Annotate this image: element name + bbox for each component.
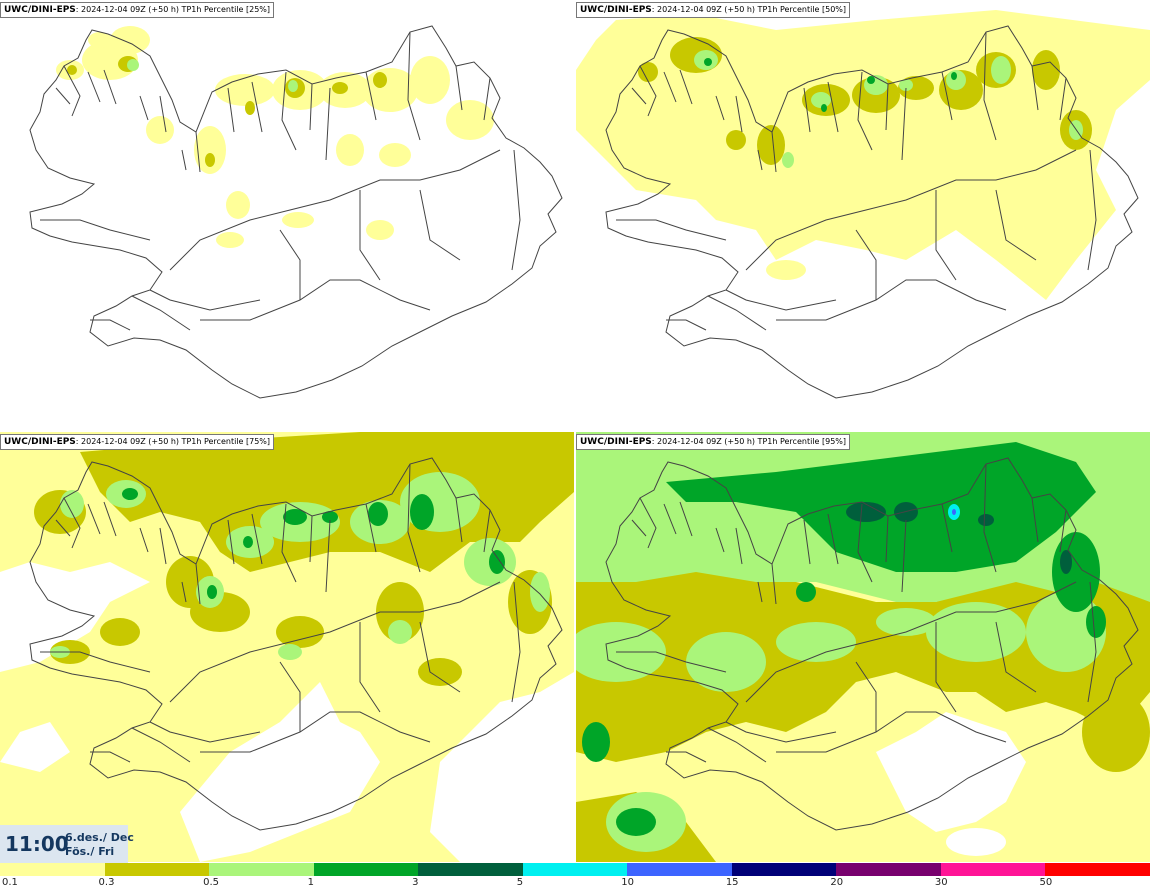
- colorbar-segment: [209, 863, 314, 876]
- map-panel-p95: UWC/DINI-EPS: 2024-12-04 09Z (+50 h) TP1…: [576, 432, 1150, 862]
- colorbar-tick-label: 15: [725, 877, 739, 888]
- panel-title-p25: UWC/DINI-EPS: 2024-12-04 09Z (+50 h) TP1…: [0, 2, 275, 18]
- colorbar-tick-label: 50: [1039, 877, 1053, 888]
- field-name: TP1h Percentile [95%]: [755, 437, 847, 446]
- panel-title-p50: UWC/DINI-EPS: 2024-12-04 09Z (+50 h) TP1…: [576, 2, 851, 18]
- colorbar-tick-label: 0.5: [203, 877, 219, 888]
- model-name: UWC/DINI-EPS: [4, 5, 76, 15]
- colorbar-segment: [0, 863, 105, 876]
- colorbar-segment: [940, 863, 1046, 876]
- valid-time: 11:00: [5, 832, 69, 856]
- panel-title-p75: UWC/DINI-EPS: 2024-12-04 09Z (+50 h) TP1…: [0, 434, 275, 450]
- precip-map-p95: [576, 432, 1150, 862]
- field-name: TP1h Percentile [50%]: [755, 5, 847, 14]
- precip-colorbar: [0, 863, 1150, 876]
- colorbar-tick-label: 30: [934, 877, 948, 888]
- colorbar-tick-label: 0.1: [2, 877, 18, 888]
- valid-time-label: 11:00 6.des./ Dec Fös./ Fri: [0, 825, 134, 863]
- colorbar-segment: [522, 863, 628, 876]
- colorbar-ticks: 0.1 0.3 0.5 1 3 5 10 15 20 30 50: [0, 876, 1150, 891]
- precip-map-p25: [29, 25, 563, 399]
- colorbar-segment: [104, 863, 210, 876]
- colorbar-tick-label: 10: [621, 877, 634, 888]
- colorbar-tick-label: 1: [307, 877, 314, 888]
- run-info: : 2024-12-04 09Z (+50 h): [75, 5, 180, 14]
- run-info: : 2024-12-04 09Z (+50 h): [75, 437, 180, 446]
- run-info: : 2024-12-04 09Z (+50 h): [651, 5, 756, 14]
- run-info: : 2024-12-04 09Z (+50 h): [651, 437, 756, 446]
- model-name: UWC/DINI-EPS: [4, 437, 76, 447]
- colorbar-segment: [1045, 863, 1150, 876]
- model-name: UWC/DINI-EPS: [580, 5, 652, 15]
- colorbar-segment: [627, 863, 732, 876]
- precip-map-p50: [576, 10, 1150, 399]
- map-panel-p25: UWC/DINI-EPS: 2024-12-04 09Z (+50 h) TP1…: [0, 0, 574, 430]
- map-panel-p50: UWC/DINI-EPS: 2024-12-04 09Z (+50 h) TP1…: [576, 0, 1150, 430]
- map-panel-p75: UWC/DINI-EPS: 2024-12-04 09Z (+50 h) TP1…: [0, 432, 574, 862]
- field-name: TP1h Percentile [25%]: [179, 5, 271, 14]
- valid-weekday: Fös./ Fri: [65, 845, 115, 858]
- field-name: TP1h Percentile [75%]: [179, 437, 271, 446]
- colorbar-tick-label: 0.3: [98, 877, 115, 888]
- precip-map-p75: [0, 432, 574, 862]
- colorbar-tick-label: 5: [516, 877, 524, 888]
- model-name: UWC/DINI-EPS: [580, 437, 652, 447]
- colorbar-segment: [836, 863, 941, 876]
- colorbar-segment: [313, 863, 419, 876]
- colorbar-segment: [731, 863, 837, 876]
- colorbar-tick-label: 20: [830, 877, 844, 888]
- colorbar-tick-label: 3: [412, 877, 419, 888]
- panel-title-p95: UWC/DINI-EPS: 2024-12-04 09Z (+50 h) TP1…: [576, 434, 851, 450]
- colorbar-segment: [418, 863, 523, 876]
- valid-date: 6.des./ Dec: [65, 831, 134, 844]
